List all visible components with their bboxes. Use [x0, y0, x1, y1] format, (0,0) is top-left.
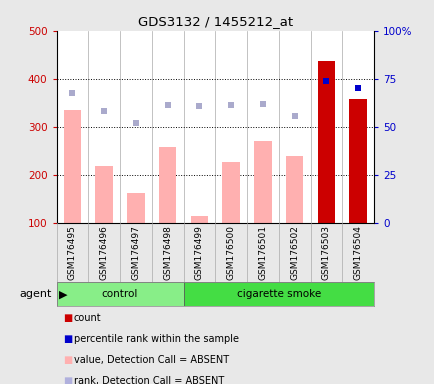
Bar	[285, 156, 303, 223]
Text: ■: ■	[62, 334, 72, 344]
Bar	[183, 282, 373, 306]
Bar	[127, 193, 145, 223]
Bar	[222, 162, 240, 223]
Bar	[95, 166, 113, 223]
Bar	[158, 147, 176, 223]
Bar	[317, 61, 335, 223]
Bar	[253, 141, 271, 223]
Bar	[56, 282, 183, 306]
Text: control: control	[102, 289, 138, 299]
Bar	[63, 110, 81, 223]
Text: count: count	[74, 313, 102, 323]
Bar	[190, 215, 208, 223]
Text: rank, Detection Call = ABSENT: rank, Detection Call = ABSENT	[74, 376, 224, 384]
Text: value, Detection Call = ABSENT: value, Detection Call = ABSENT	[74, 355, 229, 365]
Text: cigarette smoke: cigarette smoke	[236, 289, 320, 299]
Text: percentile rank within the sample: percentile rank within the sample	[74, 334, 238, 344]
Text: ■: ■	[62, 355, 72, 365]
Text: agent: agent	[20, 289, 52, 299]
Title: GDS3132 / 1455212_at: GDS3132 / 1455212_at	[138, 15, 292, 28]
Text: ▶: ▶	[59, 289, 67, 299]
Bar	[349, 99, 366, 223]
Text: ■: ■	[62, 313, 72, 323]
Text: ■: ■	[62, 376, 72, 384]
